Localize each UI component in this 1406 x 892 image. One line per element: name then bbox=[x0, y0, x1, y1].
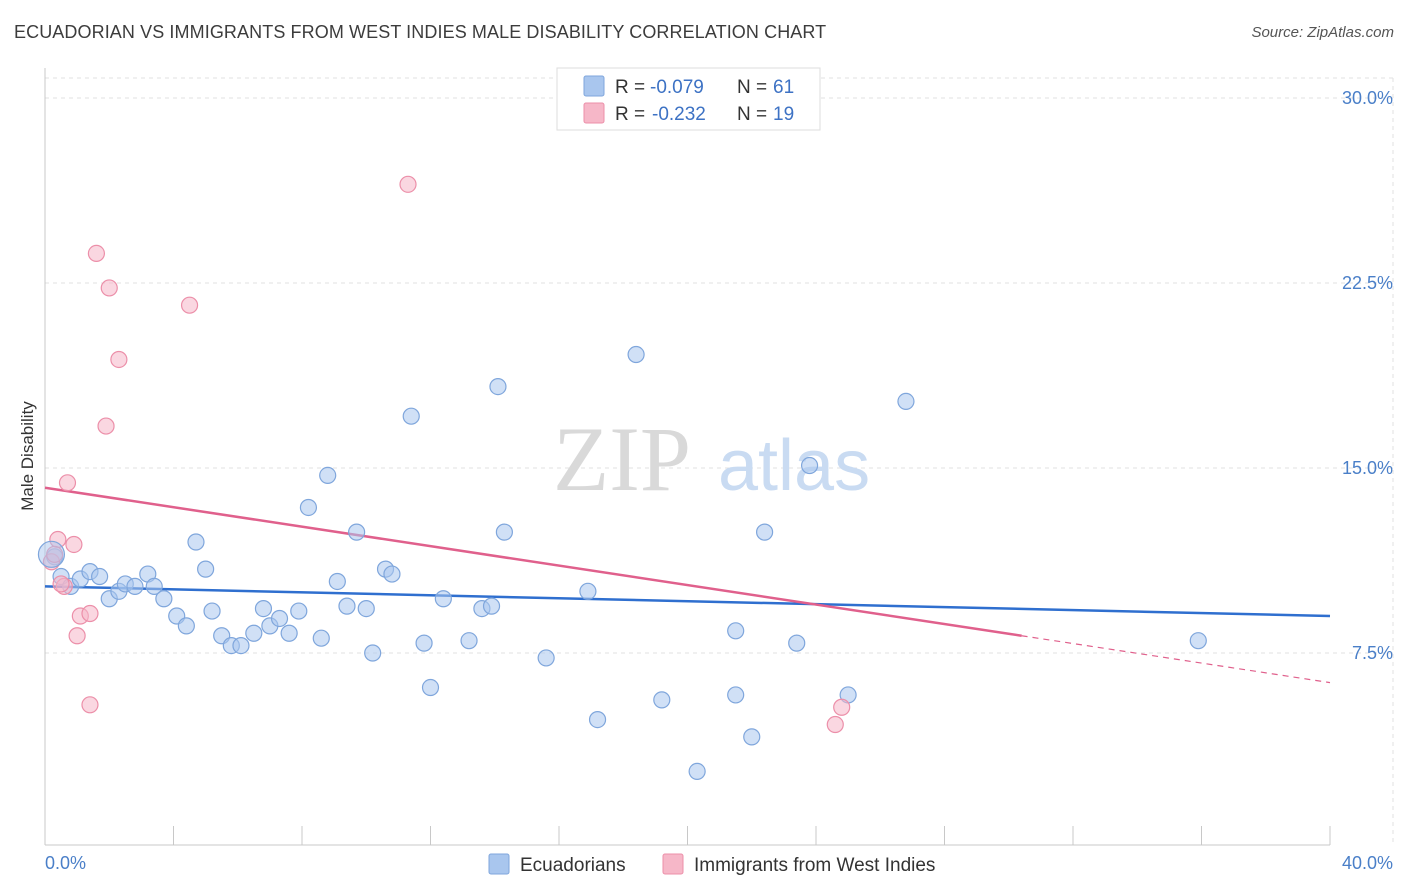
point-ecuadorians bbox=[245, 624, 263, 642]
watermark-zip: ZIP bbox=[553, 408, 691, 510]
point-ecuadorians bbox=[357, 599, 375, 618]
point-ecuadorians bbox=[254, 599, 273, 618]
point-ecuadorians bbox=[489, 378, 507, 396]
legend-r-label: R = bbox=[615, 77, 645, 98]
point-ecuadorians bbox=[383, 565, 401, 583]
chart-title: ECUADORIAN VS IMMIGRANTS FROM WEST INDIE… bbox=[14, 22, 827, 42]
point-ecuadorians bbox=[897, 392, 915, 410]
point-ecuadorians bbox=[415, 634, 433, 652]
point-ecuadorians bbox=[177, 617, 195, 635]
point-ecuadorians bbox=[727, 622, 745, 640]
point-ecuadorians bbox=[755, 523, 774, 541]
legend-n-label: N = bbox=[737, 77, 767, 98]
trend-lines bbox=[44, 486, 1331, 684]
y-axis-label: Male Disability bbox=[18, 401, 37, 511]
point-ecuadorians bbox=[402, 407, 420, 425]
legend-r-value: -0.232 bbox=[652, 104, 706, 125]
y-tick-label: 15.0% bbox=[1342, 458, 1393, 478]
data-points bbox=[37, 175, 1207, 781]
x-tick-label: 0.0% bbox=[45, 853, 86, 873]
bottom-legend-swatch-west-indies bbox=[662, 853, 684, 875]
legend-n-value: 19 bbox=[773, 104, 794, 125]
point-ecuadorians bbox=[588, 710, 607, 729]
point-west-indies bbox=[180, 296, 199, 314]
point-ecuadorians bbox=[91, 567, 109, 586]
point-ecuadorians bbox=[579, 582, 597, 600]
point-ecuadorians bbox=[653, 691, 671, 709]
axes bbox=[44, 68, 1331, 846]
point-ecuadorians bbox=[727, 686, 745, 704]
watermark-atlas: atlas bbox=[718, 426, 870, 506]
point-west-indies bbox=[65, 535, 83, 554]
point-ecuadorians bbox=[421, 678, 440, 697]
series-legend: Ecuadorians Immigrants from West Indies bbox=[488, 853, 935, 876]
point-ecuadorians bbox=[280, 624, 298, 642]
point-west-indies bbox=[87, 244, 106, 262]
point-ecuadorians bbox=[203, 602, 221, 620]
point-ecuadorians bbox=[312, 629, 330, 647]
point-ecuadorians bbox=[155, 590, 173, 608]
y-tick-label: 22.5% bbox=[1342, 273, 1393, 293]
x-tick-label: 40.0% bbox=[1342, 853, 1393, 873]
point-ecuadorians bbox=[270, 609, 289, 628]
watermark: ZIP atlas bbox=[553, 408, 870, 510]
trend-line-west-indies bbox=[44, 486, 1022, 637]
point-ecuadorians bbox=[197, 560, 215, 578]
point-ecuadorians bbox=[788, 634, 806, 652]
chart-source: Source: ZipAtlas.com bbox=[1251, 24, 1394, 41]
point-ecuadorians bbox=[627, 345, 645, 364]
point-ecuadorians bbox=[800, 456, 819, 475]
correlation-legend: R = -0.079 N = 61 R = -0.232 N = 19 bbox=[556, 67, 821, 131]
tick-labels: 7.5% 15.0% 22.5% 30.0% 0.0% 40.0% bbox=[45, 88, 1393, 873]
point-west-indies bbox=[833, 698, 851, 716]
point-ecuadorians bbox=[187, 533, 205, 551]
bottom-legend-label-ecuadorians: Ecuadorians bbox=[520, 855, 626, 876]
point-west-indies bbox=[68, 627, 86, 645]
point-west-indies bbox=[81, 604, 99, 623]
point-ecuadorians bbox=[460, 632, 478, 650]
point-ecuadorians bbox=[482, 597, 501, 615]
point-ecuadorians bbox=[338, 597, 356, 615]
y-tick-label: 30.0% bbox=[1342, 88, 1393, 108]
point-ecuadorians bbox=[328, 572, 346, 591]
point-ecuadorians bbox=[364, 644, 382, 662]
trend-line-ecuadorians bbox=[44, 585, 1331, 618]
point-west-indies bbox=[100, 279, 118, 297]
point-west-indies bbox=[52, 575, 70, 593]
point-ecuadorians-large bbox=[37, 540, 66, 568]
point-ecuadorians bbox=[688, 762, 706, 781]
legend-r-value: -0.079 bbox=[650, 77, 704, 98]
point-ecuadorians bbox=[232, 636, 250, 655]
y-tick-label: 7.5% bbox=[1352, 643, 1393, 663]
point-ecuadorians bbox=[319, 466, 337, 484]
point-west-indies bbox=[399, 175, 417, 193]
point-ecuadorians bbox=[348, 523, 366, 541]
point-ecuadorians bbox=[145, 577, 163, 596]
legend-n-value: 61 bbox=[773, 77, 794, 98]
point-ecuadorians bbox=[126, 577, 144, 596]
bottom-legend-label-west-indies: Immigrants from West Indies bbox=[694, 855, 935, 876]
legend-swatch-ecuadorians bbox=[583, 75, 605, 97]
point-west-indies bbox=[97, 417, 115, 435]
point-west-indies bbox=[110, 350, 128, 369]
point-ecuadorians bbox=[299, 498, 318, 517]
point-ecuadorians bbox=[743, 728, 761, 746]
point-west-indies bbox=[826, 715, 844, 734]
legend-swatch-west-indies bbox=[583, 102, 605, 124]
point-ecuadorians bbox=[495, 523, 513, 541]
point-ecuadorians bbox=[537, 649, 555, 667]
point-ecuadorians bbox=[290, 602, 308, 620]
point-ecuadorians bbox=[434, 590, 452, 608]
point-ecuadorians bbox=[1189, 632, 1207, 650]
point-west-indies bbox=[81, 696, 99, 714]
legend-r-label: R = bbox=[615, 104, 645, 125]
legend-n-label: N = bbox=[737, 104, 767, 125]
trend-line-west-indies-extension bbox=[1021, 635, 1331, 684]
point-west-indies bbox=[58, 474, 77, 492]
bottom-legend-swatch-ecuadorians bbox=[488, 853, 510, 875]
